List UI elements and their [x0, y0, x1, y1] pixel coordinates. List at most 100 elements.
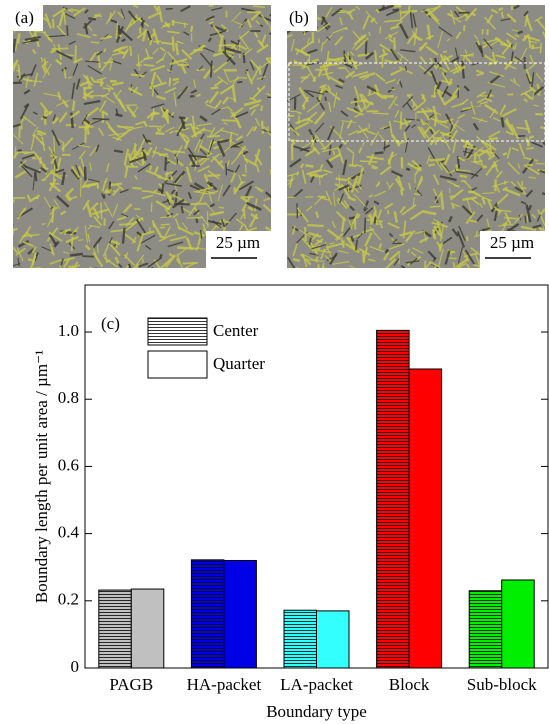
- grain: [67, 25, 68, 36]
- y-axis-label: Boundary length per unit area / µm⁻¹: [32, 350, 51, 603]
- y-tick-label: 0.6: [58, 455, 79, 474]
- grain: [43, 117, 47, 118]
- grain: [424, 261, 425, 275]
- micrograph: (a)25 µm: [0, 5, 282, 285]
- grain: [91, 42, 99, 43]
- grain: [34, 198, 38, 199]
- grain: [262, 121, 263, 134]
- grain: [261, 106, 262, 111]
- grain: [79, 127, 94, 128]
- grain: [318, 196, 326, 197]
- grain: [32, 158, 36, 159]
- grain: [205, 158, 210, 159]
- grain: [219, 207, 225, 208]
- grain: [78, 240, 83, 241]
- x-tick-label: LA-packet: [280, 675, 353, 694]
- legend-swatch: [148, 318, 207, 345]
- grain: [165, 155, 166, 171]
- grain: [502, 12, 503, 18]
- grain: [365, 218, 366, 233]
- grain: [349, 217, 355, 218]
- x-tick-label: HA-packet: [187, 675, 262, 694]
- grain: [526, 148, 534, 149]
- grain: [160, 217, 171, 218]
- grain: [92, 267, 97, 274]
- panel-label: (b): [289, 8, 309, 27]
- grain: [372, 113, 388, 114]
- grain: [499, 8, 503, 10]
- grain: [371, 213, 372, 217]
- grain: [6, 199, 14, 215]
- grain: [475, 153, 476, 162]
- grain: [72, 265, 73, 275]
- grain: [417, 111, 433, 112]
- grain: [162, 183, 163, 194]
- grain: [115, 115, 122, 116]
- grain: [237, 82, 242, 83]
- grain: [461, 181, 466, 182]
- grain: [319, 267, 324, 274]
- grain: [144, 65, 155, 66]
- grain: [201, 230, 202, 239]
- grain: [161, 224, 170, 225]
- grain: [325, 97, 326, 101]
- panel-label: (a): [15, 8, 34, 27]
- grain: [529, 136, 534, 138]
- bar: [469, 591, 502, 668]
- grain: [270, 147, 280, 151]
- grain: [260, 69, 261, 74]
- grain: [343, 29, 347, 30]
- grain: [482, 167, 487, 168]
- page: (a)25 µm(b)25 µm 00.20.40.60.81.0PAGBHA-…: [0, 0, 549, 724]
- y-tick-label: 1.0: [58, 321, 79, 340]
- grain: [522, 188, 526, 189]
- micrograph: (b)25 µm: [277, 5, 549, 282]
- grain: [307, 225, 323, 226]
- grain: [90, 267, 99, 275]
- grain: [401, 112, 402, 130]
- grain: [460, 176, 467, 177]
- grain: [132, 188, 141, 189]
- grain: [93, 34, 97, 35]
- grain: [430, 206, 440, 207]
- grain: [173, 79, 179, 80]
- grain: [13, 39, 14, 53]
- y-tick-label: 0.2: [58, 590, 79, 609]
- grain: [150, 166, 151, 170]
- grain: [535, 163, 549, 164]
- bar: [131, 589, 164, 668]
- grain: [310, 174, 318, 175]
- grain: [429, 159, 445, 160]
- bar: [191, 560, 224, 668]
- grain: [176, 43, 178, 55]
- grain: [193, 50, 202, 51]
- grain: [381, 224, 382, 228]
- bar: [317, 611, 350, 668]
- grain: [207, 136, 220, 137]
- grain: [478, 41, 479, 46]
- grain: [393, 9, 401, 10]
- grain: [435, 138, 442, 139]
- grain: [18, 150, 22, 151]
- grain: [183, 263, 198, 264]
- grain: [151, 203, 152, 212]
- grain: [88, 18, 96, 19]
- x-axis-label: Boundary type: [266, 702, 367, 721]
- grain: [336, 179, 347, 181]
- grain: [428, 164, 434, 165]
- grain: [119, 25, 120, 35]
- grain: [206, 268, 208, 286]
- x-tick-label: PAGB: [109, 675, 153, 694]
- grain: [170, 78, 171, 86]
- grain: [526, 165, 533, 166]
- grain: [144, 58, 153, 59]
- grain: [211, 61, 212, 78]
- grain: [222, 120, 237, 121]
- x-tick-label: Sub-block: [467, 675, 537, 694]
- grain: [119, 224, 132, 225]
- grain: [123, 228, 124, 244]
- grain: [406, 169, 410, 170]
- grain: [201, 46, 206, 48]
- grain: [54, 137, 55, 153]
- legend-label: Quarter: [213, 354, 265, 373]
